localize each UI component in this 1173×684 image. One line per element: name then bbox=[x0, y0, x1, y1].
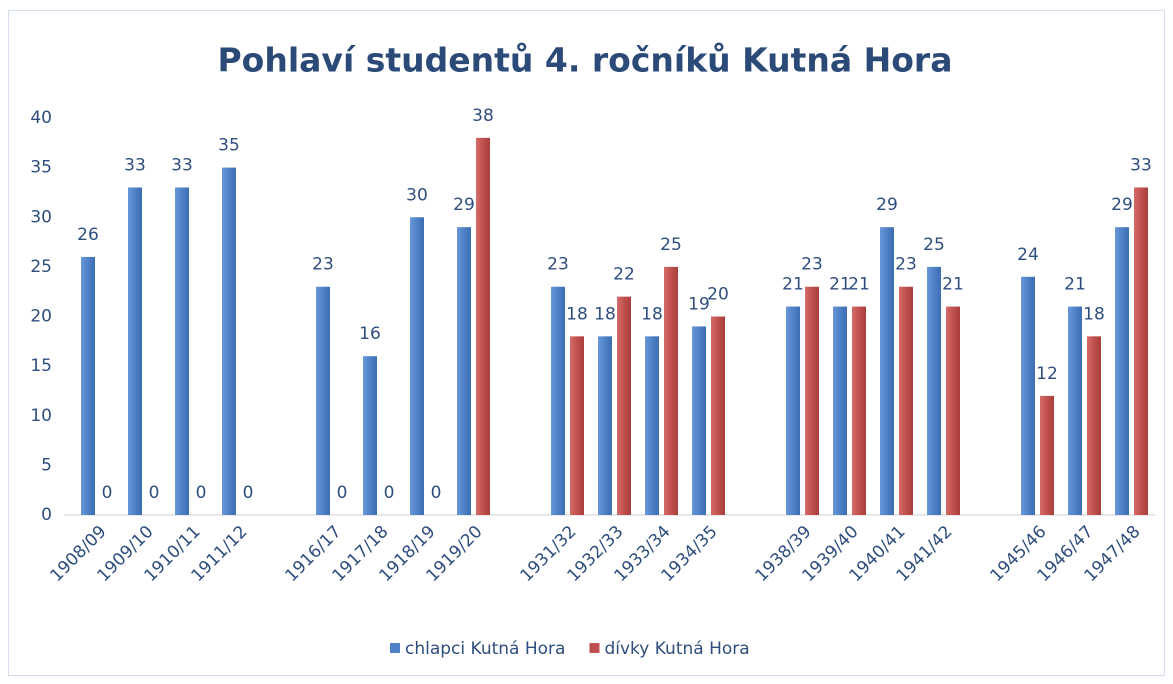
data-label: 22 bbox=[613, 265, 635, 285]
bar bbox=[927, 266, 941, 515]
y-tick-label: 20 bbox=[30, 307, 52, 327]
data-label: 0 bbox=[149, 483, 160, 503]
bar bbox=[570, 336, 584, 515]
bar bbox=[946, 306, 960, 515]
data-label: 18 bbox=[594, 304, 616, 324]
data-label: 0 bbox=[196, 483, 207, 503]
data-label: 35 bbox=[218, 136, 240, 156]
bar bbox=[852, 306, 866, 515]
data-label: 19 bbox=[688, 294, 710, 314]
bar bbox=[1040, 395, 1054, 515]
bar bbox=[1115, 227, 1129, 516]
data-label: 0 bbox=[102, 483, 113, 503]
data-label: 33 bbox=[1130, 155, 1152, 175]
bar bbox=[410, 217, 424, 515]
data-label: 20 bbox=[707, 285, 729, 305]
data-label: 24 bbox=[1017, 245, 1039, 265]
bar bbox=[1021, 276, 1035, 515]
bar bbox=[476, 137, 490, 515]
bar bbox=[617, 296, 631, 515]
bar bbox=[1087, 336, 1101, 515]
bar bbox=[786, 306, 800, 515]
y-tick-label: 40 bbox=[30, 108, 52, 128]
data-label: 16 bbox=[359, 324, 381, 344]
data-label: 18 bbox=[566, 304, 588, 324]
data-label: 23 bbox=[547, 255, 569, 275]
data-label: 0 bbox=[337, 483, 348, 503]
data-label: 25 bbox=[923, 235, 945, 255]
data-label: 0 bbox=[384, 483, 395, 503]
bar bbox=[316, 286, 330, 515]
y-tick-label: 10 bbox=[30, 406, 52, 426]
y-tick-label: 5 bbox=[41, 455, 52, 475]
bar bbox=[1068, 306, 1082, 515]
bar bbox=[1134, 187, 1148, 515]
y-tick-label: 35 bbox=[30, 158, 52, 178]
bar bbox=[880, 227, 894, 516]
bar bbox=[692, 326, 706, 515]
data-label: 29 bbox=[453, 195, 475, 215]
y-tick-label: 15 bbox=[30, 356, 52, 376]
bar bbox=[128, 187, 142, 515]
chart-title: Pohlaví studentů 4. ročníků Kutná Hora bbox=[218, 41, 953, 80]
data-label: 23 bbox=[312, 255, 334, 275]
data-label: 12 bbox=[1036, 364, 1058, 384]
legend-label: dívky Kutná Hora bbox=[604, 639, 749, 659]
data-label: 21 bbox=[1064, 275, 1086, 295]
data-label: 21 bbox=[942, 275, 964, 295]
data-label: 21 bbox=[782, 275, 804, 295]
y-tick-label: 0 bbox=[41, 505, 52, 525]
data-label: 23 bbox=[801, 255, 823, 275]
data-label: 23 bbox=[895, 255, 917, 275]
data-label: 26 bbox=[77, 225, 99, 245]
frame bbox=[8, 10, 1165, 676]
y-tick-label: 30 bbox=[30, 207, 52, 227]
bar bbox=[551, 286, 565, 515]
data-label: 33 bbox=[124, 155, 146, 175]
data-label: 18 bbox=[1083, 304, 1105, 324]
data-label: 18 bbox=[641, 304, 663, 324]
data-label: 0 bbox=[431, 483, 442, 503]
data-label: 21 bbox=[829, 275, 851, 295]
bar bbox=[805, 286, 819, 515]
data-label: 30 bbox=[406, 185, 428, 205]
data-label: 0 bbox=[243, 483, 254, 503]
bar bbox=[664, 266, 678, 515]
data-label: 29 bbox=[876, 195, 898, 215]
bar bbox=[899, 286, 913, 515]
y-tick-label: 25 bbox=[30, 257, 52, 277]
bar bbox=[645, 336, 659, 515]
bar bbox=[222, 167, 236, 515]
legend-swatch bbox=[390, 643, 400, 653]
bar bbox=[175, 187, 189, 515]
bar bbox=[81, 256, 95, 515]
data-label: 25 bbox=[660, 235, 682, 255]
data-label: 33 bbox=[171, 155, 193, 175]
legend-label: chlapci Kutná Hora bbox=[405, 639, 565, 659]
bar bbox=[833, 306, 847, 515]
bar bbox=[457, 227, 471, 516]
data-label: 29 bbox=[1111, 195, 1133, 215]
legend-swatch bbox=[589, 643, 600, 653]
bar bbox=[711, 316, 725, 515]
data-label: 38 bbox=[472, 106, 494, 126]
bar bbox=[598, 336, 612, 515]
data-label: 21 bbox=[848, 275, 870, 295]
bar bbox=[363, 356, 377, 515]
